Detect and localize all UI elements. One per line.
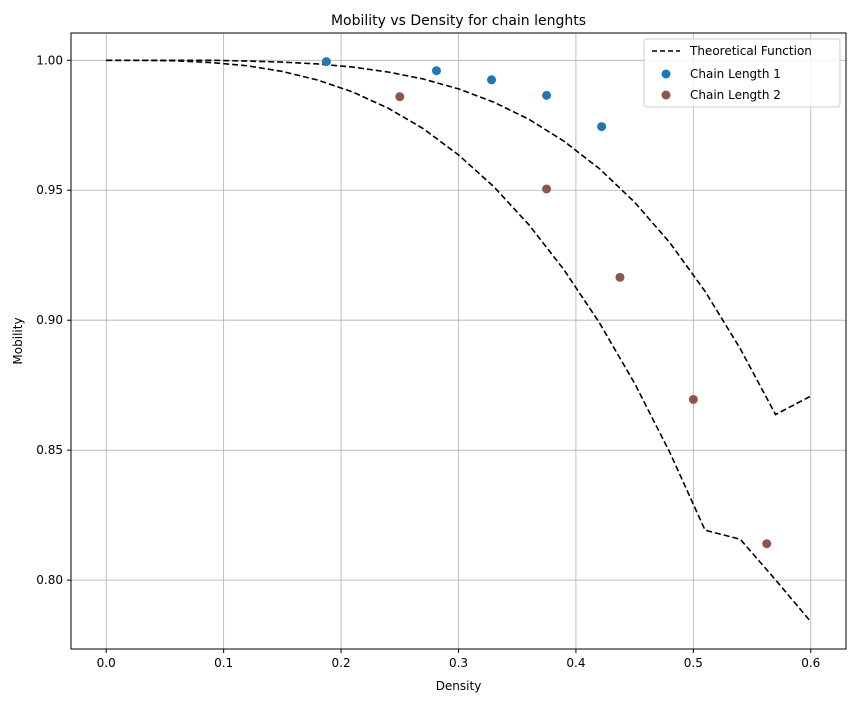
theory-line-2	[106, 59, 812, 623]
point-chain-2	[615, 272, 625, 282]
legend-label-chain-2: Chain Length 2	[690, 88, 781, 102]
legend-box	[643, 38, 841, 108]
y-axis-ticks: 0.80 0.85 0.90 0.95 1.00	[36, 53, 71, 587]
point-chain-1	[597, 122, 607, 132]
data-points	[321, 57, 772, 549]
x-tick-label: 0.6	[801, 656, 820, 670]
theory-line-1	[106, 59, 812, 416]
chart-title: Mobility vs Density for chain lenghts	[331, 13, 586, 29]
grid	[71, 33, 846, 649]
point-chain-2	[688, 394, 698, 404]
x-tick-label: 0.0	[97, 656, 116, 670]
y-tick-label: 0.80	[36, 573, 63, 587]
point-chain-1	[542, 90, 552, 100]
legend-label-chain-1: Chain Length 1	[690, 67, 781, 81]
point-chain-1	[321, 57, 331, 67]
x-tick-label: 0.3	[449, 656, 468, 670]
x-tick-label: 0.4	[566, 656, 585, 670]
y-tick-label: 0.95	[36, 183, 63, 197]
point-chain-1	[431, 66, 441, 76]
legend-marker-chain-2	[661, 90, 671, 100]
y-tick-label: 0.90	[36, 313, 63, 327]
x-tick-label: 0.2	[332, 656, 351, 670]
y-tick-label: 1.00	[36, 53, 63, 67]
point-chain-1	[487, 75, 497, 85]
x-tick-label: 0.1	[214, 656, 233, 670]
x-tick-label: 0.5	[684, 656, 703, 670]
y-axis-label: Mobility	[11, 317, 25, 364]
x-axis-label: Density	[436, 679, 482, 693]
legend-label-theoretical: Theoretical Function	[689, 44, 812, 58]
point-chain-2	[542, 184, 552, 194]
legend: Theoretical Function Chain Length 1 Chai…	[643, 38, 841, 108]
point-chain-2	[762, 539, 772, 549]
legend-marker-chain-1	[661, 69, 671, 79]
y-tick-label: 0.85	[36, 443, 63, 457]
x-axis-ticks: 0.0 0.1 0.2 0.3 0.4 0.5 0.6	[97, 649, 820, 670]
theory-lines	[106, 59, 812, 623]
point-chain-2	[395, 92, 405, 102]
